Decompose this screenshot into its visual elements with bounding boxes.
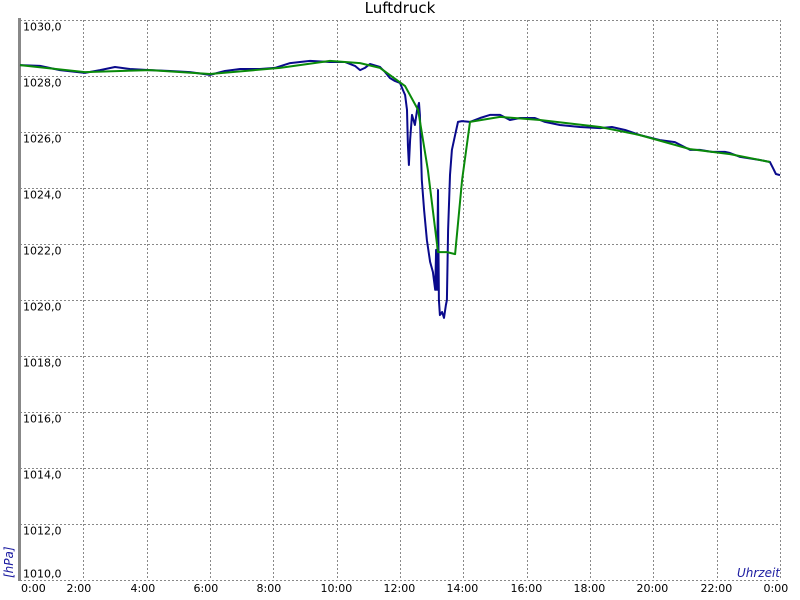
y-tick-label: 1024,0 xyxy=(23,189,62,202)
y-tick-label: 1016,0 xyxy=(23,413,62,426)
y-axis-bar xyxy=(18,18,21,581)
series-line-2 xyxy=(19,59,771,256)
chart-title: Luftdruck xyxy=(365,0,436,17)
x-tick-label: 14:00 xyxy=(447,582,479,595)
y-tick-labels: 1010,0 1012,0 1014,0 1016,0 1018,0 1020,0 1022… xyxy=(23,21,62,581)
x-tick-label: 2:00 xyxy=(67,582,92,595)
x-axis-label: Uhrzeit xyxy=(737,566,781,580)
x-tick-label: 22:00 xyxy=(701,582,733,595)
x-tick-label: 4:00 xyxy=(131,582,156,595)
x-tick-label: 12:00 xyxy=(384,582,416,595)
x-tick-label: 0:00 xyxy=(21,582,46,595)
x-tick-label: 0:00 xyxy=(764,582,789,595)
y-tick-label: 1020,0 xyxy=(23,301,62,314)
x-tick-labels: 0:00 2:00 4:00 6:00 8:00 10:00 12:00 14:00 16:00… xyxy=(21,582,788,595)
x-tick-label: 6:00 xyxy=(194,582,219,595)
y-tick-label: 1014,0 xyxy=(23,469,62,482)
y-tick-label: 1026,0 xyxy=(23,133,62,146)
x-tick-label: 20:00 xyxy=(637,582,669,595)
y-tick-label: 1022,0 xyxy=(23,245,62,258)
y-tick-label: 1030,0 xyxy=(23,21,62,34)
x-tick-label: 10:00 xyxy=(321,582,353,595)
y-tick-label: 1010,0 xyxy=(23,568,62,581)
series-line-1 xyxy=(19,59,781,319)
x-tick-label: 16:00 xyxy=(511,582,543,595)
x-tick-label: 18:00 xyxy=(574,582,606,595)
series-lines xyxy=(19,59,781,319)
y-tick-label: 1012,0 xyxy=(23,525,62,538)
y-axis-label: [hPa] xyxy=(2,546,16,578)
y-tick-label: 1028,0 xyxy=(23,77,62,90)
y-tick-label: 1018,0 xyxy=(23,357,62,370)
grid xyxy=(20,20,781,581)
x-tick-label: 8:00 xyxy=(257,582,282,595)
